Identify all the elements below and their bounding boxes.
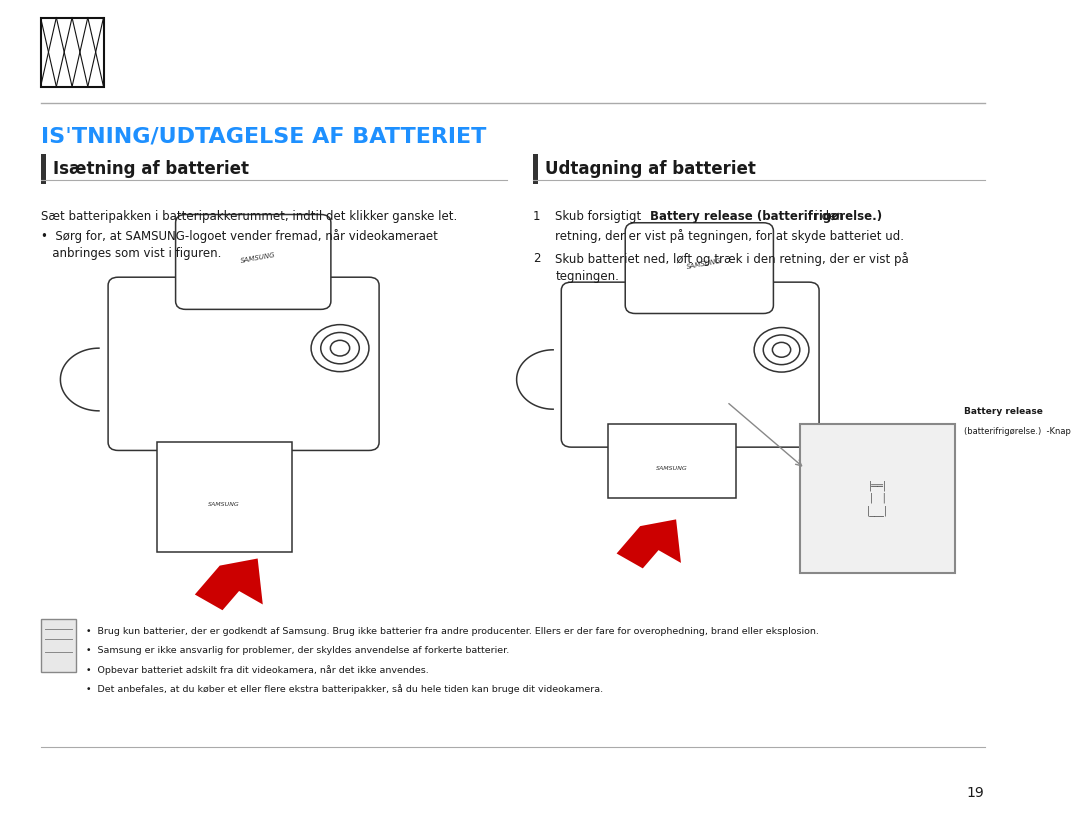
Text: 19: 19	[967, 786, 985, 800]
FancyBboxPatch shape	[562, 282, 819, 447]
Text: Sæt batteripakken i batteripakkerummet, indtil det klikker ganske let.: Sæt batteripakken i batteripakkerummet, …	[41, 210, 457, 224]
Text: •  Opbevar batteriet adskilt fra dit videokamera, når det ikke anvendes.: • Opbevar batteriet adskilt fra dit vide…	[86, 665, 429, 675]
Polygon shape	[194, 559, 262, 610]
Circle shape	[321, 332, 360, 364]
Text: •  Sørg for, at SAMSUNG-logoet vender fremad, når videokameraet: • Sørg for, at SAMSUNG-logoet vender fre…	[41, 229, 437, 243]
Text: Skub forsigtigt: Skub forsigtigt	[555, 210, 649, 224]
Text: Skub batteriet ned, løft og træk i den retning, der er vist på: Skub batteriet ned, løft og træk i den r…	[555, 252, 909, 266]
Bar	[41, 17, 104, 87]
Text: Battery release: Battery release	[964, 407, 1043, 416]
Circle shape	[311, 324, 369, 371]
Bar	[532, 154, 538, 184]
Text: •  Brug kun batterier, der er godkendt af Samsung. Brug ikke batterier fra andre: • Brug kun batterier, der er godkendt af…	[86, 627, 819, 636]
Text: •  Det anbefales, at du køber et eller flere ekstra batteripakker, så du hele ti: • Det anbefales, at du køber et eller fl…	[86, 684, 604, 694]
Text: Udtagning af batteriet: Udtagning af batteriet	[545, 160, 756, 178]
Circle shape	[330, 340, 350, 356]
Text: 2: 2	[532, 252, 540, 265]
FancyBboxPatch shape	[176, 214, 330, 309]
Text: Battery release (batterifrigørelse.): Battery release (batterifrigørelse.)	[649, 210, 881, 224]
Text: SAMSUNG: SAMSUNG	[686, 258, 721, 271]
Text: 1: 1	[532, 210, 540, 224]
Bar	[41, 154, 45, 184]
Bar	[800, 424, 955, 573]
Circle shape	[772, 342, 791, 357]
Bar	[41, 619, 76, 672]
Text: SAMSUNG: SAMSUNG	[208, 502, 240, 507]
Text: anbringes som vist i figuren.: anbringes som vist i figuren.	[41, 248, 221, 261]
Text: tegningen.: tegningen.	[555, 270, 619, 283]
Circle shape	[754, 328, 809, 372]
Text: |══|
|   |
|___|: |══| | | |___|	[867, 481, 888, 516]
Text: Isætning af batteriet: Isætning af batteriet	[53, 160, 248, 178]
Text: •  Samsung er ikke ansvarlig for problemer, der skyldes anvendelse af forkerte b: • Samsung er ikke ansvarlig for probleme…	[86, 646, 510, 655]
FancyBboxPatch shape	[625, 223, 773, 314]
Polygon shape	[617, 520, 681, 568]
Text: ISˈTNING/UDTAGELSE AF BATTERIET: ISˈTNING/UDTAGELSE AF BATTERIET	[41, 126, 486, 146]
Bar	[608, 424, 735, 498]
FancyBboxPatch shape	[108, 277, 379, 450]
Text: SAMSUNG: SAMSUNG	[240, 252, 276, 264]
Text: SAMSUNG: SAMSUNG	[656, 466, 688, 471]
Text: (batterifrigørelse.)  -Knap: (batterifrigørelse.) -Knap	[964, 427, 1071, 436]
Circle shape	[764, 335, 800, 365]
Text: retning, der er vist på tegningen, for at skyde batteriet ud.: retning, der er vist på tegningen, for a…	[555, 229, 904, 243]
Text: i den: i den	[807, 210, 843, 224]
Bar	[157, 442, 292, 552]
